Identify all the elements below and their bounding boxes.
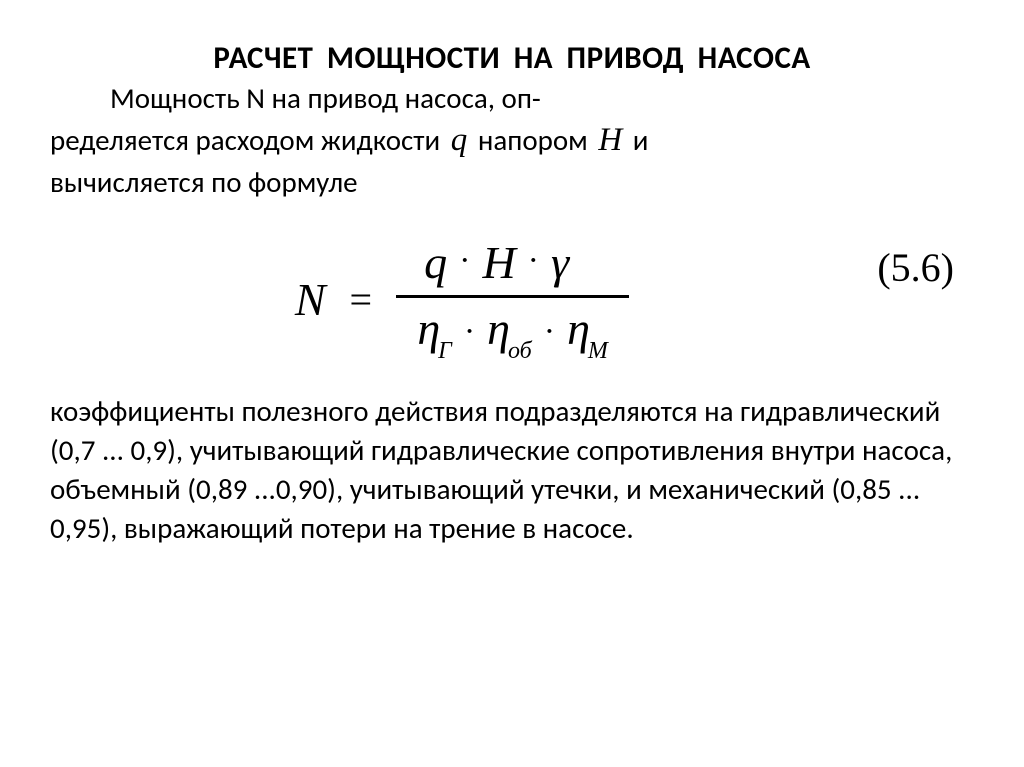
equals-sign: = — [344, 276, 379, 323]
symbol-h: H — [594, 122, 626, 158]
page-title: РАСЧЕТ МОЩНОСТИ НА ПРИВОД НАСОСА — [50, 40, 974, 77]
intro-line1: Мощность N на привод насоса, оп- — [50, 80, 541, 116]
num-h: H — [482, 238, 515, 289]
den-sub3: М — [588, 338, 608, 364]
den-eta2: ηоб — [487, 304, 532, 361]
intro-paragraph: Мощность N на привод насоса, оп- ределяе… — [50, 79, 974, 202]
num-dot1: · — [455, 242, 474, 279]
num-gamma: γ — [551, 238, 569, 289]
num-dot2: · — [524, 242, 543, 279]
den-sub1: Г — [438, 338, 452, 364]
intro-line2a: ределяется расходом жидкости — [50, 122, 447, 158]
document-page: РАСЧЕТ МОЩНОСТИ НА ПРИВОД НАСОСА Мощност… — [0, 0, 1024, 579]
formula-lhs: N — [295, 273, 326, 326]
formula: N = q · H · γ ηГ · ηоб · ηМ — [295, 236, 629, 362]
intro-line2b: напором — [471, 122, 594, 158]
intro-line3: вычисляется по формуле — [50, 164, 358, 200]
intro-line2c: и — [626, 122, 648, 158]
denominator: ηГ · ηоб · ηМ — [399, 298, 626, 363]
symbol-q: q — [447, 122, 472, 158]
formula-row: N = q · H · γ ηГ · ηоб · ηМ (5.6) — [50, 232, 974, 367]
equation-number: (5.6) — [877, 244, 954, 291]
numerator: q · H · γ — [396, 236, 629, 298]
num-q: q — [424, 238, 447, 289]
body-paragraph: коэффициенты полезного действия подразде… — [50, 392, 974, 549]
fraction: q · H · γ ηГ · ηоб · ηМ — [396, 236, 629, 362]
den-eta3: ηМ — [567, 304, 608, 361]
den-eta1: ηГ — [417, 304, 451, 361]
den-sub2: об — [508, 338, 532, 364]
den-dot1: · — [460, 313, 479, 350]
den-dot2: · — [540, 313, 559, 350]
